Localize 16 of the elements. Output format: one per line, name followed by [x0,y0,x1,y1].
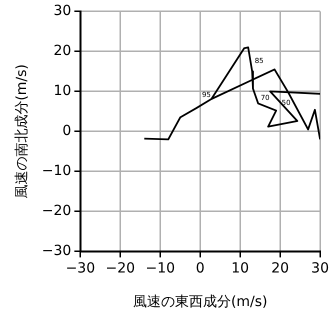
x-tick-label: 20 [271,260,290,276]
y-tick-label: 0 [62,123,72,140]
x-tick-label: −30 [66,260,96,276]
x-tick-label: 10 [231,260,250,276]
x-tick-label: 30 [311,260,330,276]
x-tick-label: −20 [106,260,136,276]
x-tick-label: −10 [145,260,176,276]
y-tick-label: −20 [42,203,72,220]
y-tick-label: 20 [54,43,72,60]
y-tick-label: 30 [54,3,72,20]
y-tick-label: 10 [54,83,72,100]
y-axis-title: 風速の南北成分(m/s) [14,64,30,199]
y-tick-label: −10 [42,163,72,180]
y-tick-label: −30 [42,243,72,260]
x-tick-label: 0 [196,260,205,276]
x-axis-title: 風速の東西成分(m/s) [132,294,268,310]
